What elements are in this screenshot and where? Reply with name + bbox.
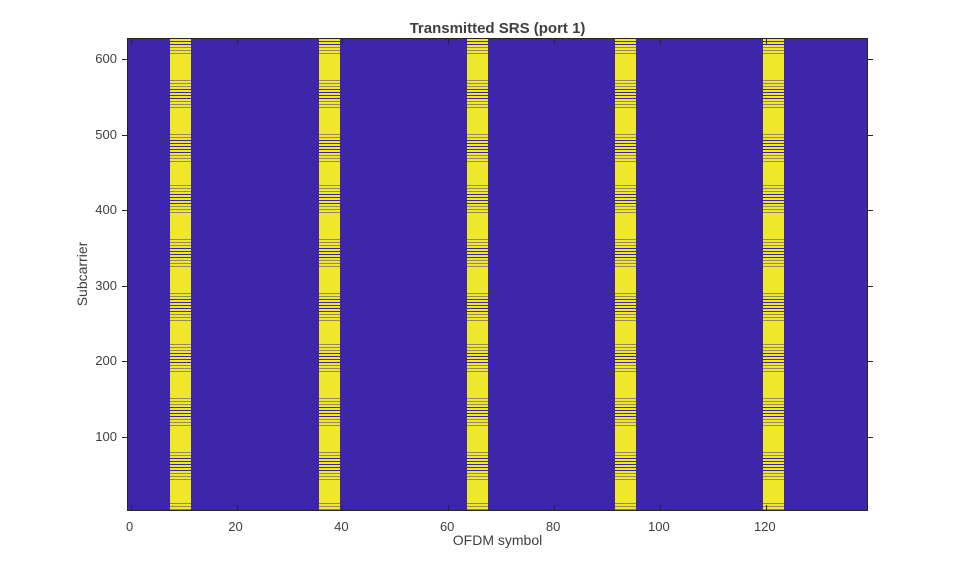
y-tick-mark-right bbox=[868, 210, 873, 212]
x-tick-label: 120 bbox=[753, 519, 776, 534]
x-tick-mark-top bbox=[448, 39, 450, 44]
x-tick-mark bbox=[130, 505, 132, 510]
y-tick-mark bbox=[122, 361, 127, 363]
x-tick-mark-top bbox=[130, 39, 132, 44]
y-tick-label: 100 bbox=[95, 428, 117, 444]
x-tick-mark-top bbox=[659, 39, 661, 44]
y-tick-label: 200 bbox=[95, 353, 117, 369]
y-tick-mark bbox=[122, 210, 127, 212]
y-tick-mark-right bbox=[868, 436, 873, 438]
srs-band bbox=[466, 39, 488, 510]
x-tick-mark-top bbox=[765, 39, 767, 44]
x-tick-label: 0 bbox=[125, 519, 134, 534]
x-tick-label: 60 bbox=[439, 519, 455, 534]
y-tick-mark-right bbox=[868, 134, 873, 136]
x-tick-label: 100 bbox=[648, 519, 670, 534]
x-tick-mark bbox=[342, 505, 344, 510]
srs-band bbox=[614, 39, 637, 510]
x-tick-label: 40 bbox=[334, 519, 349, 534]
x-tick-mark-top bbox=[236, 39, 238, 44]
heatmap-plot-area bbox=[122, 38, 873, 511]
x-tick-mark-top bbox=[342, 39, 344, 44]
y-tick-label: 300 bbox=[95, 277, 117, 293]
x-axis-label: OFDM symbol bbox=[452, 532, 543, 548]
x-tick-mark-top bbox=[554, 39, 556, 44]
y-axis-label: Subcarrier bbox=[74, 241, 90, 307]
x-tick-label: 80 bbox=[545, 519, 561, 534]
y-tick-mark bbox=[122, 134, 127, 136]
x-tick-label: 20 bbox=[228, 519, 243, 534]
y-tick-label: 400 bbox=[95, 202, 117, 218]
y-tick-mark bbox=[122, 436, 127, 438]
y-tick-mark-right bbox=[868, 285, 873, 287]
srs-band bbox=[170, 39, 192, 510]
y-tick-mark bbox=[122, 285, 127, 287]
x-tick-mark bbox=[448, 505, 450, 510]
y-tick-mark-right bbox=[868, 59, 873, 61]
y-tick-label: 600 bbox=[95, 51, 117, 67]
x-tick-mark bbox=[659, 505, 661, 510]
y-tick-label: 500 bbox=[95, 126, 117, 142]
x-tick-mark bbox=[765, 505, 767, 510]
y-tick-mark-right bbox=[868, 361, 873, 363]
x-tick-mark bbox=[236, 505, 238, 510]
x-tick-mark bbox=[554, 505, 556, 510]
y-tick-mark bbox=[122, 59, 127, 61]
srs-band bbox=[763, 39, 785, 510]
srs-band bbox=[318, 39, 340, 510]
plot-title: Transmitted SRS (port 1) bbox=[409, 20, 586, 37]
